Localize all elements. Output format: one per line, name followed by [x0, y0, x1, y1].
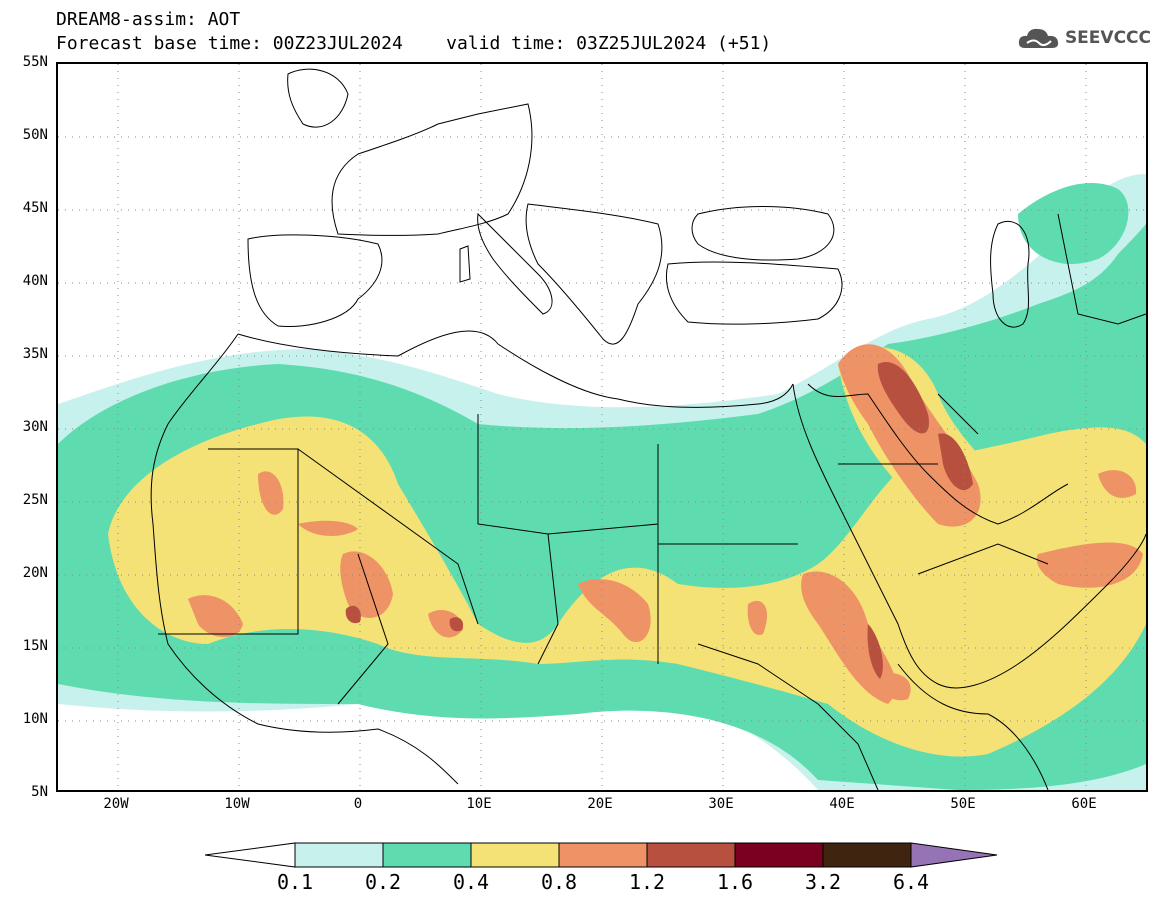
colorbar-bin — [822, 842, 912, 868]
coastlines — [150, 68, 1146, 790]
lon-label: 40E — [829, 796, 855, 812]
colorbar-bin — [382, 842, 472, 868]
cloud-icon — [1017, 24, 1061, 52]
lon-label: 0 — [353, 796, 363, 812]
colorbar — [204, 842, 1000, 872]
lat-label: 40N — [22, 273, 48, 289]
colorbar-label: 1.2 — [628, 870, 666, 894]
colorbar-label: 3.2 — [804, 870, 842, 894]
lat-label: 35N — [22, 346, 48, 362]
colorbar-bin — [646, 842, 736, 868]
colorbar-bin — [558, 842, 648, 868]
lat-label: 50N — [22, 127, 48, 143]
colorbar-label: 0.2 — [364, 870, 402, 894]
colorbar-low-arrow — [204, 842, 296, 868]
lat-label: 10N — [22, 711, 48, 727]
lat-label: 45N — [22, 200, 48, 216]
lon-label: 60E — [1071, 796, 1097, 812]
lon-label: 30E — [708, 796, 734, 812]
lon-label: 50E — [950, 796, 976, 812]
lat-label: 30N — [22, 419, 48, 435]
lon-label: 20W — [103, 796, 129, 812]
chart-title: DREAM8-assim: AOT — [56, 9, 241, 30]
colorbar-bin — [470, 842, 560, 868]
lat-label: 15N — [22, 638, 48, 654]
lon-label: 10E — [466, 796, 492, 812]
colorbar-label: 6.4 — [892, 870, 930, 894]
lon-label: 20E — [587, 796, 613, 812]
lon-label: 10W — [224, 796, 250, 812]
colorbar-label: 0.1 — [276, 870, 314, 894]
lat-label: 5N — [31, 784, 48, 800]
lat-label: 55N — [22, 54, 48, 70]
colorbar-label: 0.4 — [452, 870, 490, 894]
colorbar-bin — [734, 842, 824, 868]
logo-text: SEEVCCC — [1064, 28, 1151, 48]
lat-label: 25N — [22, 492, 48, 508]
aot-map — [56, 62, 1148, 792]
seevccc-logo: SEEVCCC — [1017, 24, 1151, 52]
lat-label: 20N — [22, 565, 48, 581]
colorbar-bin — [294, 842, 384, 868]
aot-fields — [58, 174, 1146, 790]
colorbar-label: 1.6 — [716, 870, 754, 894]
colorbar-label: 0.8 — [540, 870, 578, 894]
colorbar-high-arrow — [910, 842, 998, 868]
chart-subtitle: Forecast base time: 00Z23JUL2024 valid t… — [56, 33, 772, 54]
